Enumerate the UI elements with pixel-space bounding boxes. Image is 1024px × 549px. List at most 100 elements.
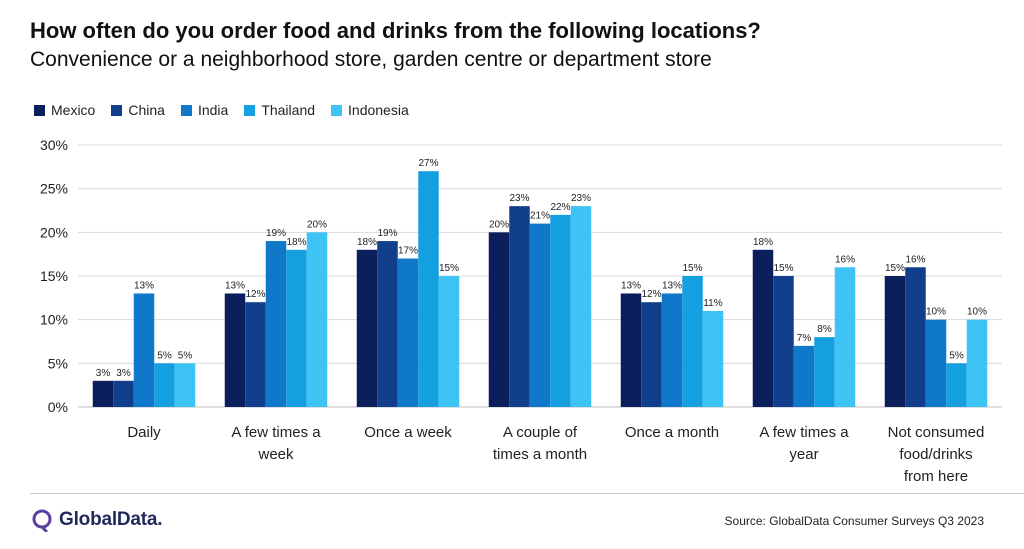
bar-india — [133, 293, 155, 407]
data-label: 23% — [571, 193, 591, 204]
bar-thailand — [682, 276, 703, 407]
legend-swatch — [244, 104, 256, 116]
brand-name: GlobalData. — [59, 509, 163, 530]
legend-label: Mexico — [51, 102, 96, 118]
data-label: 22% — [550, 202, 570, 213]
legend-item-china: China — [111, 102, 165, 118]
data-label: 17% — [398, 246, 418, 257]
y-tick-label: 15% — [40, 268, 68, 284]
y-tick-label: 5% — [48, 355, 68, 371]
bar-mexico — [92, 380, 114, 407]
y-tick-label: 30% — [40, 137, 68, 153]
legend-item-india: India — [180, 102, 229, 118]
data-label: 13% — [134, 280, 154, 291]
y-tick-label: 10% — [40, 312, 68, 328]
bar-mexico — [356, 249, 378, 407]
bar-indonesia — [438, 276, 460, 407]
data-label: 23% — [509, 193, 529, 204]
data-label: 21% — [530, 211, 550, 222]
legend-label: Indonesia — [348, 102, 409, 118]
legend-item-mexico: Mexico — [34, 102, 95, 118]
legend-swatch — [34, 104, 45, 116]
data-label: 15% — [682, 263, 702, 274]
bar-indonesia — [702, 310, 724, 407]
x-tick-label: Not consumed — [888, 424, 985, 441]
data-label: 13% — [662, 280, 682, 291]
bar-china — [773, 276, 794, 407]
bar-thailand — [286, 249, 307, 407]
bar-china — [245, 302, 266, 407]
bar-china — [905, 267, 926, 407]
legend-swatch — [331, 104, 343, 116]
footer-divider — [30, 493, 1024, 494]
bar-thailand — [154, 363, 175, 407]
data-label: 16% — [905, 254, 925, 265]
legend-swatch — [111, 104, 123, 116]
x-tick-label: year — [789, 446, 818, 463]
legend-label: Thailand — [261, 102, 316, 118]
bar-chart: 0%5%10%15%20%25%30%3% 3%13%5% 5%Daily13%12… — [40, 137, 1002, 485]
data-label: 27% — [418, 158, 438, 169]
bar-mexico — [620, 293, 642, 407]
data-label: 19% — [266, 228, 286, 239]
bar-china — [509, 206, 530, 407]
bar-mexico — [884, 276, 906, 407]
data-label: 7% — [797, 333, 812, 344]
x-tick-label: A couple of — [503, 424, 578, 441]
data-label: 5% — [157, 350, 172, 361]
bar-india — [397, 258, 419, 407]
brand-logo: GlobalData. — [32, 508, 163, 532]
legend-item-thailand: Thailand — [244, 102, 315, 118]
bar-india — [529, 223, 551, 407]
y-tick-label: 0% — [48, 399, 68, 415]
data-label: 20% — [489, 219, 509, 230]
data-label: 18% — [753, 237, 773, 248]
data-label: 5% — [178, 350, 193, 361]
x-tick-label: Daily — [127, 424, 161, 441]
data-label: 8% — [817, 324, 832, 335]
bar-mexico — [224, 293, 246, 407]
x-tick-label: Once a week — [364, 424, 452, 441]
legend: Mexico China India Thailand Indonesia — [34, 102, 409, 118]
bar-mexico — [488, 232, 510, 407]
bar-china — [377, 241, 398, 407]
legend-label: China — [128, 102, 165, 118]
bar-thailand — [550, 214, 571, 407]
data-label: 18% — [357, 237, 377, 248]
bar-thailand — [418, 171, 439, 407]
legend-item-indonesia: Indonesia — [331, 102, 409, 118]
data-label: 5% — [949, 350, 964, 361]
data-label: 19% — [377, 228, 397, 239]
bar-mexico — [752, 249, 774, 407]
x-tick-label: times a month — [493, 446, 587, 463]
bar-china — [641, 302, 662, 407]
x-tick-label: from here — [904, 468, 968, 485]
data-label: 10% — [967, 307, 987, 318]
bar-china — [113, 380, 134, 407]
x-tick-label: week — [257, 446, 294, 463]
x-tick-label: A few times a — [231, 424, 321, 441]
data-label: 13% — [225, 280, 245, 291]
data-label: 12% — [245, 289, 265, 300]
data-label: 10% — [926, 307, 946, 318]
bar-india — [265, 241, 287, 407]
data-label: 20% — [307, 219, 327, 230]
bar-thailand — [946, 363, 967, 407]
x-tick-label: Once a month — [625, 424, 719, 441]
x-tick-label: A few times a — [759, 424, 849, 441]
x-tick-label: food/drinks — [899, 446, 972, 463]
globaldata-logo-icon — [32, 509, 52, 532]
bar-indonesia — [834, 267, 856, 407]
data-label: 15% — [885, 263, 905, 274]
data-label: 13% — [621, 280, 641, 291]
data-label: 18% — [286, 237, 306, 248]
data-label: 3% — [96, 368, 111, 379]
bar-india — [661, 293, 683, 407]
legend-label: India — [197, 102, 229, 118]
data-label: 15% — [439, 263, 459, 274]
y-tick-label: 25% — [40, 181, 68, 197]
bar-india — [925, 319, 947, 407]
chart-subtitle: Convenience or a neighborhood store, gar… — [30, 48, 712, 71]
data-label: 15% — [773, 263, 793, 274]
bar-indonesia — [570, 206, 592, 407]
